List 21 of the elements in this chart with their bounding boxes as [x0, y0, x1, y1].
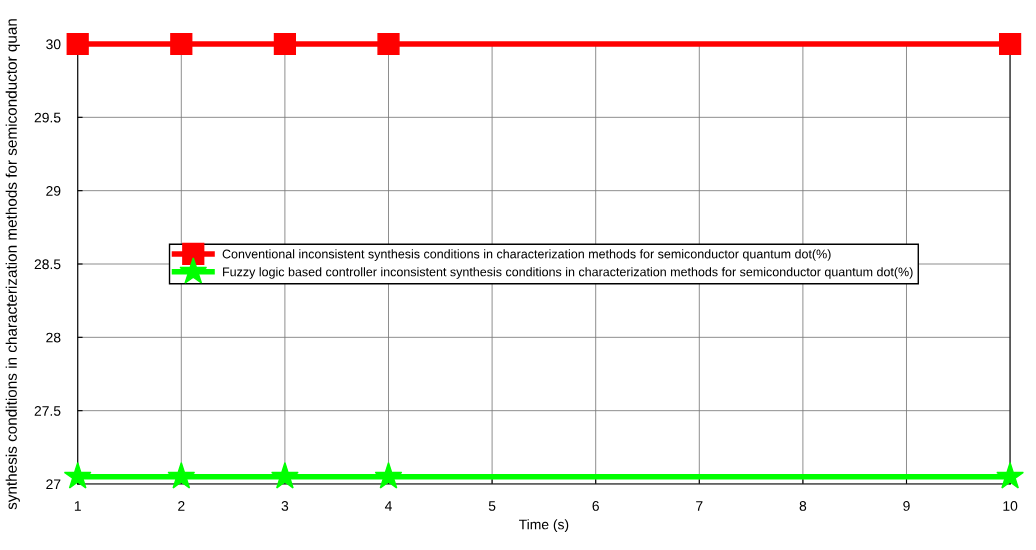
y-axis-title: synthesis conditions in characterization methods for semiconductor quan [5, 19, 20, 510]
y-tick-label: 30 [46, 39, 61, 50]
legend-label: Fuzzy logic based controller inconsistent synthesis conditions in characterization methods for semiconductor quantum dot(%) [223, 267, 913, 279]
y-tick-label: 28.5 [34, 259, 61, 270]
x-tick-label: 5 [488, 501, 496, 511]
x-axis-title: Time (s) [519, 519, 569, 533]
y-tick-label: 29 [46, 186, 61, 196]
y-tick-label: 27 [46, 479, 61, 490]
y-tick-label: 28 [46, 332, 61, 343]
x-tick-label: 6 [592, 501, 599, 511]
x-tick-label: 10 [1003, 501, 1018, 511]
x-tick-label: 2 [178, 501, 185, 511]
y-tick-label: 27.5 [34, 406, 61, 416]
x-tick-label: 1 [74, 501, 81, 511]
x-tick-label: 3 [281, 501, 289, 511]
x-tick-label: 8 [799, 501, 807, 511]
x-tick-label: 9 [903, 501, 910, 511]
x-tick-label: 7 [696, 501, 703, 511]
x-tick-label: 4 [384, 501, 392, 511]
legend-label: Conventional inconsistent synthesis conditions in characterization methods for semiconductor quantum dot(%) [222, 249, 831, 261]
y-tick-label: 29.5 [34, 112, 61, 123]
